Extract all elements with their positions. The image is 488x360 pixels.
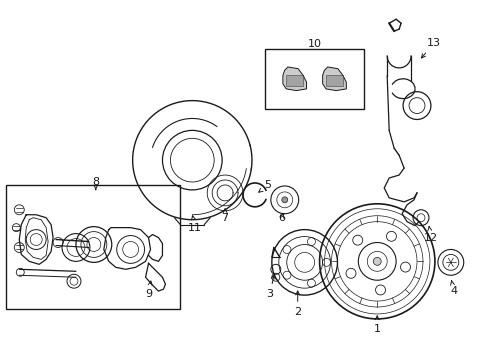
Bar: [264, 49, 364, 109]
Text: 13: 13: [421, 38, 440, 58]
Text: 7: 7: [221, 209, 228, 223]
Circle shape: [281, 197, 287, 203]
Polygon shape: [322, 67, 346, 91]
Text: 9: 9: [144, 281, 152, 299]
Polygon shape: [285, 75, 303, 86]
Text: 1: 1: [373, 316, 380, 334]
Text: 4: 4: [449, 280, 456, 296]
Polygon shape: [282, 67, 306, 91]
Circle shape: [372, 257, 381, 265]
Text: 11: 11: [188, 216, 202, 233]
Polygon shape: [325, 75, 342, 86]
Text: 3: 3: [266, 275, 275, 299]
Text: 2: 2: [294, 291, 301, 317]
Text: 10: 10: [307, 39, 321, 49]
Text: 6: 6: [278, 213, 285, 223]
Bar: [6, 185, 180, 309]
Text: 12: 12: [423, 226, 437, 243]
Text: 5: 5: [258, 180, 271, 192]
Text: 8: 8: [92, 177, 99, 190]
